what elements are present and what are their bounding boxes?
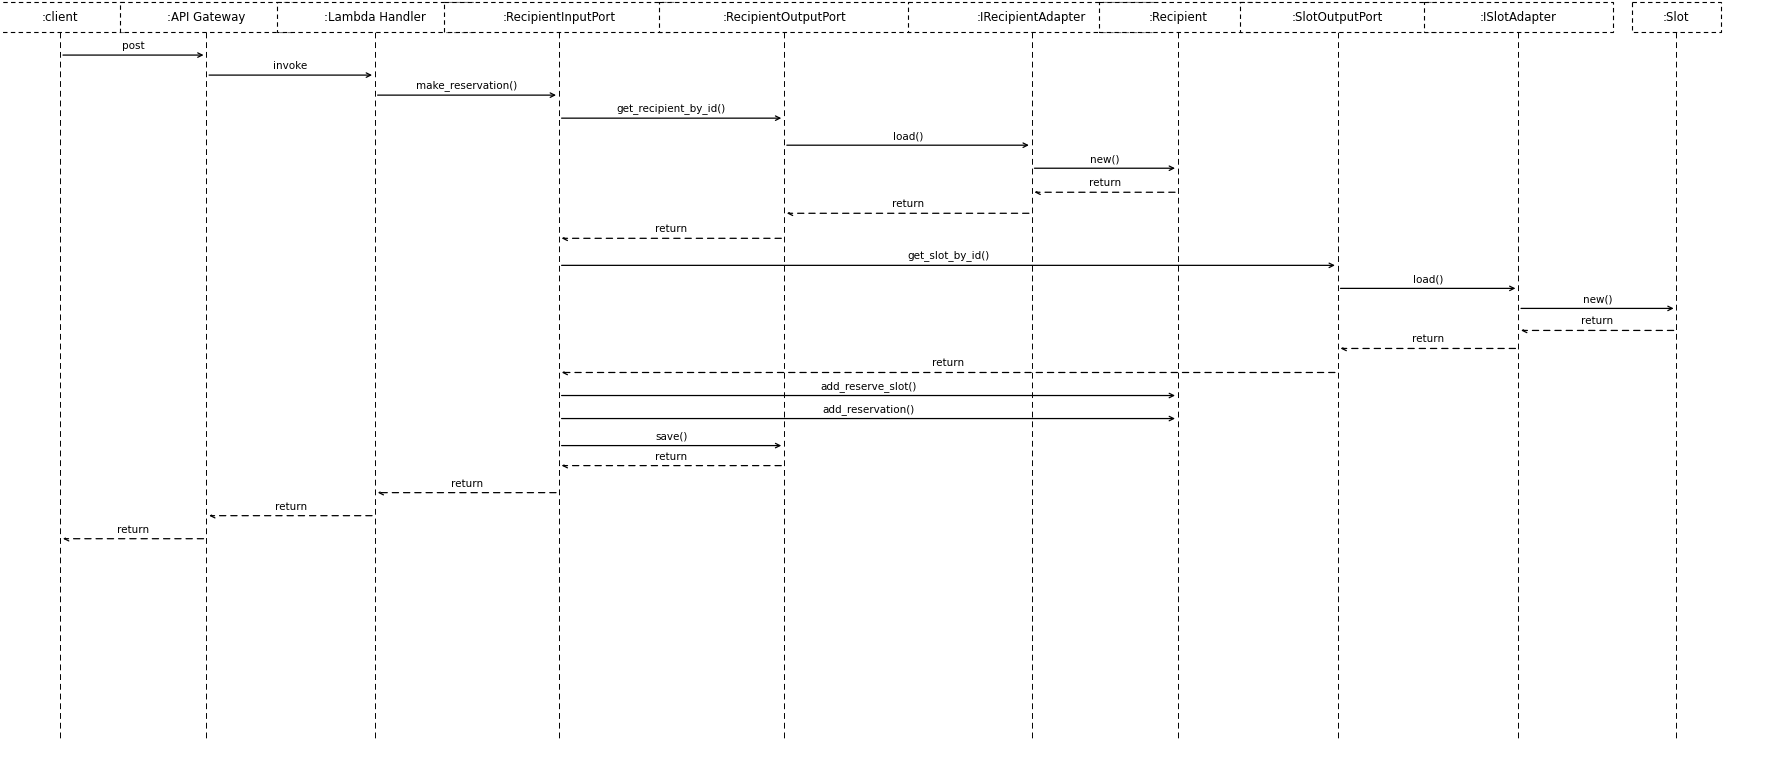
Text: return: return xyxy=(452,479,483,489)
Text: return: return xyxy=(1089,178,1121,188)
Text: return: return xyxy=(655,451,687,462)
Text: invoke: invoke xyxy=(273,61,308,71)
Text: get_recipient_by_id(): get_recipient_by_id() xyxy=(616,103,726,114)
Text: save(): save() xyxy=(655,431,687,441)
Text: :IRecipientAdapter: :IRecipientAdapter xyxy=(978,11,1086,24)
Bar xyxy=(1240,2,1436,32)
Text: :Lambda Handler: :Lambda Handler xyxy=(324,11,425,24)
Text: return: return xyxy=(1582,317,1613,326)
Text: add_reservation(): add_reservation() xyxy=(822,403,914,415)
Text: :client: :client xyxy=(43,11,78,24)
Text: return: return xyxy=(1411,334,1443,345)
Text: add_reserve_slot(): add_reserve_slot() xyxy=(820,380,917,391)
Text: return: return xyxy=(275,501,306,511)
Text: load(): load() xyxy=(893,131,923,142)
Bar xyxy=(1631,2,1721,32)
Text: get_slot_by_id(): get_slot_by_id() xyxy=(907,250,990,261)
Text: :API Gateway: :API Gateway xyxy=(166,11,246,24)
Text: load(): load() xyxy=(1413,275,1443,285)
Text: new(): new() xyxy=(1089,154,1119,164)
Bar xyxy=(0,2,126,32)
Text: :RecipientInputPort: :RecipientInputPort xyxy=(503,11,615,24)
Text: make_reservation(): make_reservation() xyxy=(416,80,517,91)
Text: :SlotOutputPort: :SlotOutputPort xyxy=(1293,11,1383,24)
Text: :ISlotAdapter: :ISlotAdapter xyxy=(1481,11,1557,24)
Text: return: return xyxy=(117,524,149,535)
Bar xyxy=(276,2,473,32)
Text: :Recipient: :Recipient xyxy=(1148,11,1208,24)
Text: post: post xyxy=(122,41,145,51)
Bar xyxy=(1424,2,1613,32)
Text: new(): new() xyxy=(1583,295,1612,304)
Bar xyxy=(120,2,292,32)
Bar xyxy=(1098,2,1257,32)
Text: return: return xyxy=(932,358,965,368)
Bar xyxy=(659,2,910,32)
Text: :Slot: :Slot xyxy=(1663,11,1690,24)
Bar xyxy=(909,2,1155,32)
Bar xyxy=(443,2,675,32)
Text: return: return xyxy=(655,224,687,234)
Text: :RecipientOutputPort: :RecipientOutputPort xyxy=(723,11,847,24)
Text: return: return xyxy=(893,199,924,209)
